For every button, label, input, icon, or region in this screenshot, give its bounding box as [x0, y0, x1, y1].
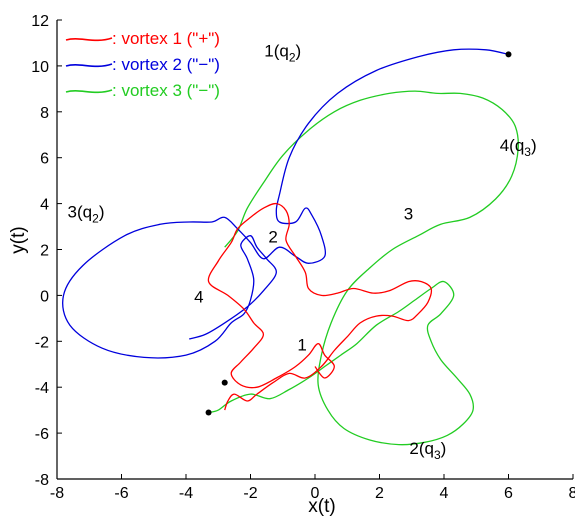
y-tick-label: -4 [35, 380, 49, 397]
x-axis-title: x(t) [308, 496, 335, 517]
y-tick-label: -6 [35, 426, 49, 443]
y-axis-title: y(t) [8, 226, 29, 253]
y-tick-label: -8 [35, 472, 49, 489]
x-tick-label: -4 [179, 485, 193, 502]
legend: : vortex 1 ("+") : vortex 2 ("−") : vortex… [65, 29, 220, 100]
y-tick-label: 6 [40, 151, 49, 168]
series-line-3 [208, 90, 519, 446]
x-tick-label: 4 [440, 485, 449, 502]
annotation-label: 3(q2) [68, 202, 105, 225]
trajectory-marker [205, 409, 212, 416]
legend-swatch [65, 89, 113, 94]
legend-label: : vortex 1 ("+") [112, 29, 220, 48]
legend-label: : vortex 2 ("−") [112, 55, 220, 74]
x-tick-label: 6 [504, 485, 513, 502]
y-tick-label: -2 [35, 334, 49, 351]
x-tick-label: -2 [243, 485, 257, 502]
trajectory-marker [505, 51, 512, 58]
series-line-1 [207, 202, 433, 411]
x-tick-label: 2 [375, 485, 384, 502]
annotation-label: 4 [194, 287, 203, 306]
annotation-label: 2(q3) [409, 439, 446, 462]
legend-swatch [65, 63, 113, 68]
y-tick-label: 2 [40, 243, 49, 260]
series-line-2 [62, 48, 509, 359]
annotation-label: 4(q3) [500, 136, 537, 159]
annotation-label: 1 [297, 335, 306, 354]
x-tick-label: 8 [569, 485, 575, 502]
trajectory-marker [221, 379, 228, 386]
y-tick-label: 12 [31, 13, 49, 30]
x-tick-label: -8 [50, 485, 64, 502]
legend-swatch [65, 37, 113, 42]
annotation-layer: 1(q2) 4(q3) 3(q2) 2(q3) 3 2 4 1 [68, 42, 537, 462]
series-layer [62, 48, 519, 446]
y-tick-label: 8 [40, 105, 49, 122]
legend-label: : vortex 3 ("−") [112, 81, 220, 100]
annotation-label: 2 [268, 228, 277, 247]
y-tick-label: 4 [40, 197, 49, 214]
annotation-label: 1(q2) [264, 42, 301, 65]
x-tick-label: 0 [311, 485, 320, 502]
y-tick-label: 10 [31, 59, 49, 76]
x-tick-label: -6 [114, 485, 128, 502]
annotation-label: 3 [404, 205, 413, 224]
marker-layer [205, 51, 512, 416]
y-tick-label: 0 [40, 288, 49, 305]
